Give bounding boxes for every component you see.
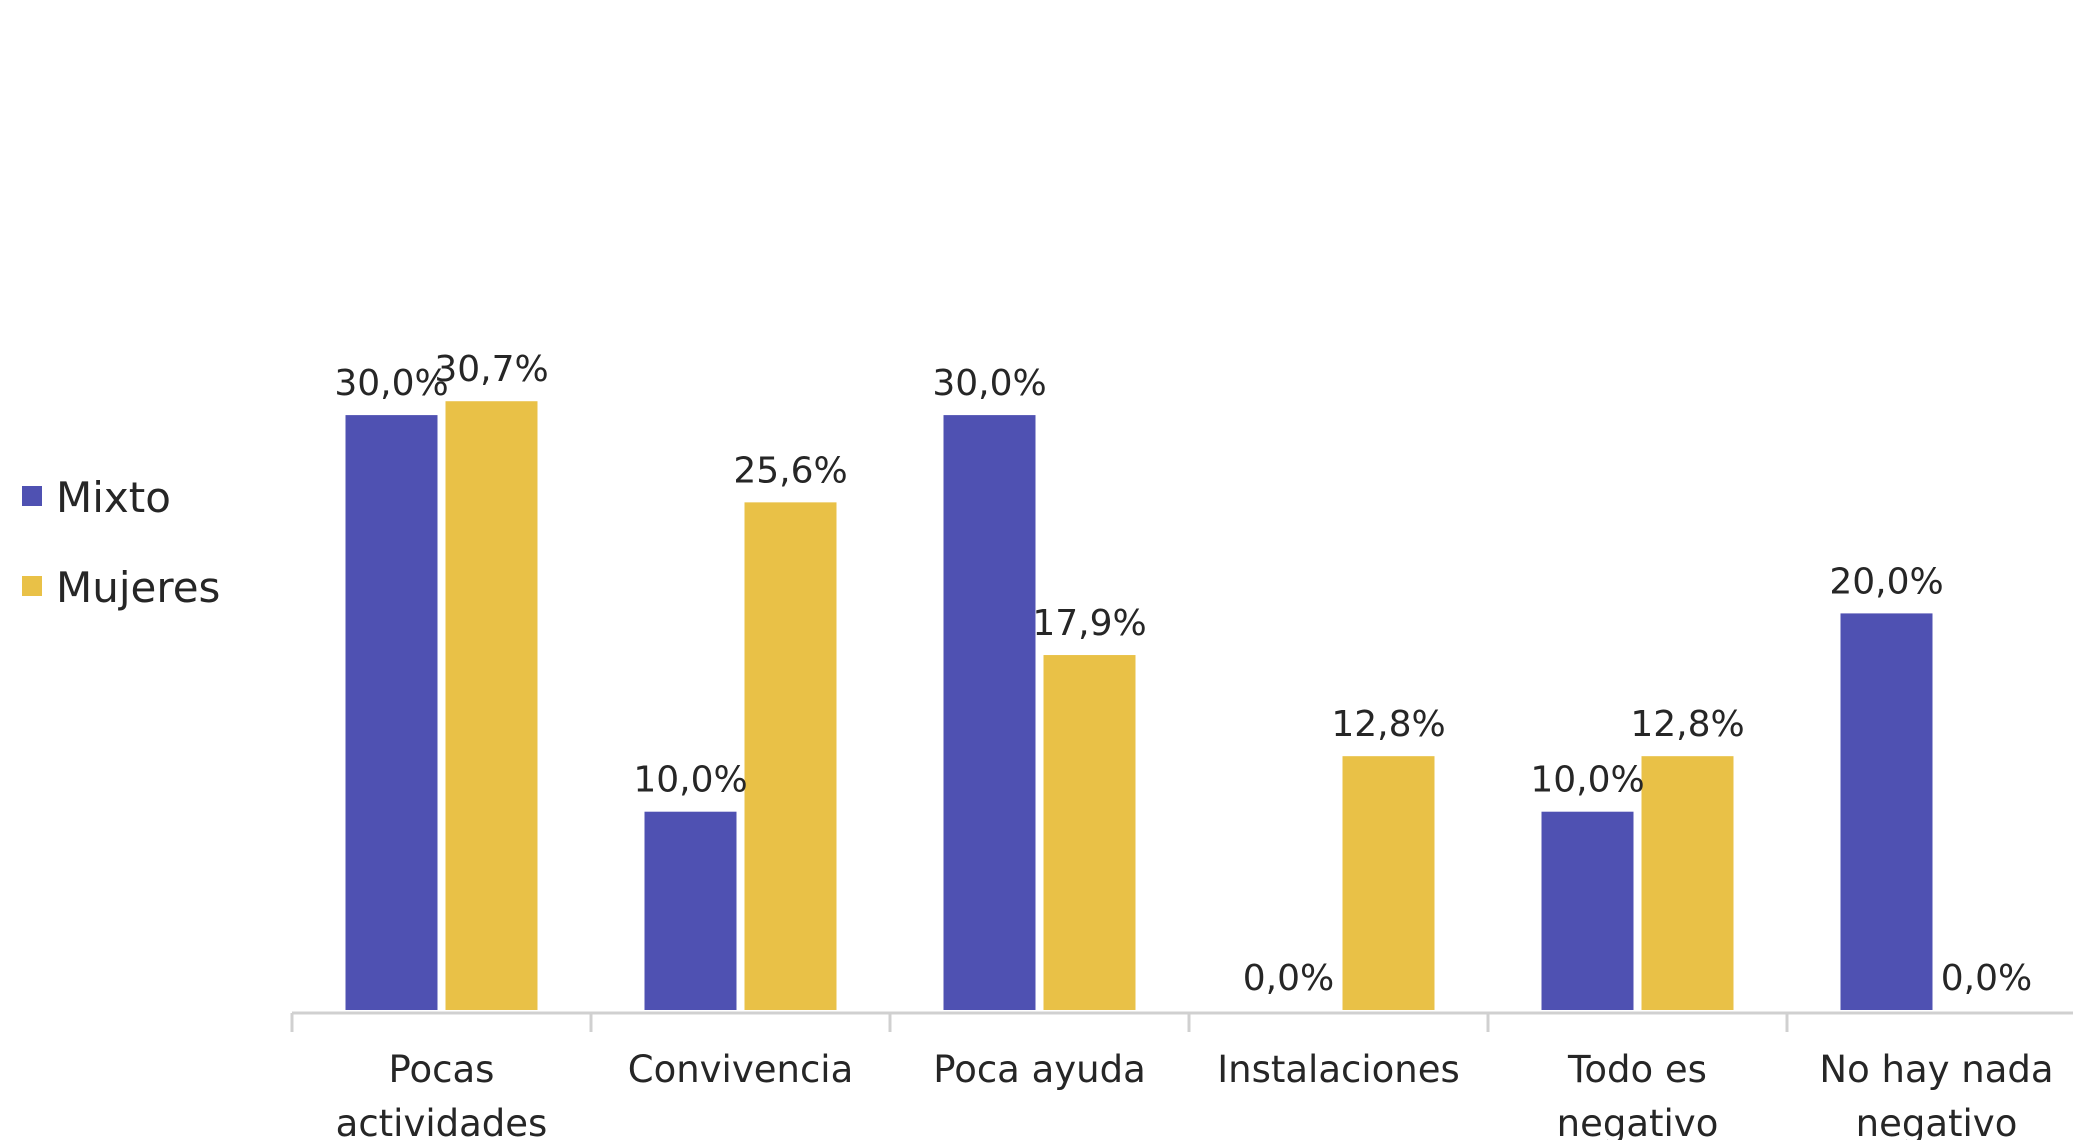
x-tick-label: No hay nada negativo <box>1819 1048 2053 1140</box>
x-tick-label: Convivencia <box>628 1048 854 1091</box>
data-label: 0,0% <box>1243 958 1334 999</box>
bar-mixto <box>1840 613 1933 1010</box>
x-axis: Pocas actividades Convivencia Poca ayuda Ins… <box>290 1011 2073 1140</box>
legend-label: Mujeres <box>56 563 220 612</box>
data-label: 0,0% <box>1941 958 2032 999</box>
chart-bars <box>345 401 1933 1011</box>
data-label: 30,0% <box>334 363 448 404</box>
x-tick-label: Todo es negativo <box>1557 1048 1719 1140</box>
bar-mixto <box>943 415 1036 1011</box>
bar-mujeres <box>1342 756 1435 1010</box>
data-label: 10,0% <box>1530 760 1644 801</box>
x-tick-label: Poca ayuda <box>933 1048 1146 1091</box>
bar-mujeres <box>445 401 538 1010</box>
chart-legend: Mixto Mujeres <box>22 473 220 612</box>
data-label: 30,0% <box>932 363 1046 404</box>
bar-mixto <box>644 811 737 1010</box>
legend-label: Mixto <box>56 473 171 522</box>
bar-mujeres <box>744 502 837 1010</box>
bar-mujeres <box>1641 756 1734 1010</box>
x-tick-label: Instalaciones <box>1217 1048 1460 1091</box>
data-label: 20,0% <box>1829 561 1943 602</box>
data-label: 25,6% <box>733 450 847 491</box>
data-label: 30,7% <box>434 349 548 390</box>
legend-swatch <box>22 486 42 506</box>
bar-mujeres <box>1043 655 1136 1010</box>
legend-swatch <box>22 576 42 596</box>
data-label: 12,8% <box>1630 704 1744 745</box>
data-labels: 30,0%30,7%10,0%25,6%30,0%17,9%0,0%12,8%1… <box>334 349 2032 999</box>
data-label: 12,8% <box>1331 704 1445 745</box>
data-label: 10,0% <box>633 760 747 801</box>
x-tick-label: Pocas actividades <box>336 1048 548 1140</box>
bar-mixto <box>345 415 438 1011</box>
bar-mixto <box>1541 811 1634 1010</box>
data-label: 17,9% <box>1032 603 1146 644</box>
